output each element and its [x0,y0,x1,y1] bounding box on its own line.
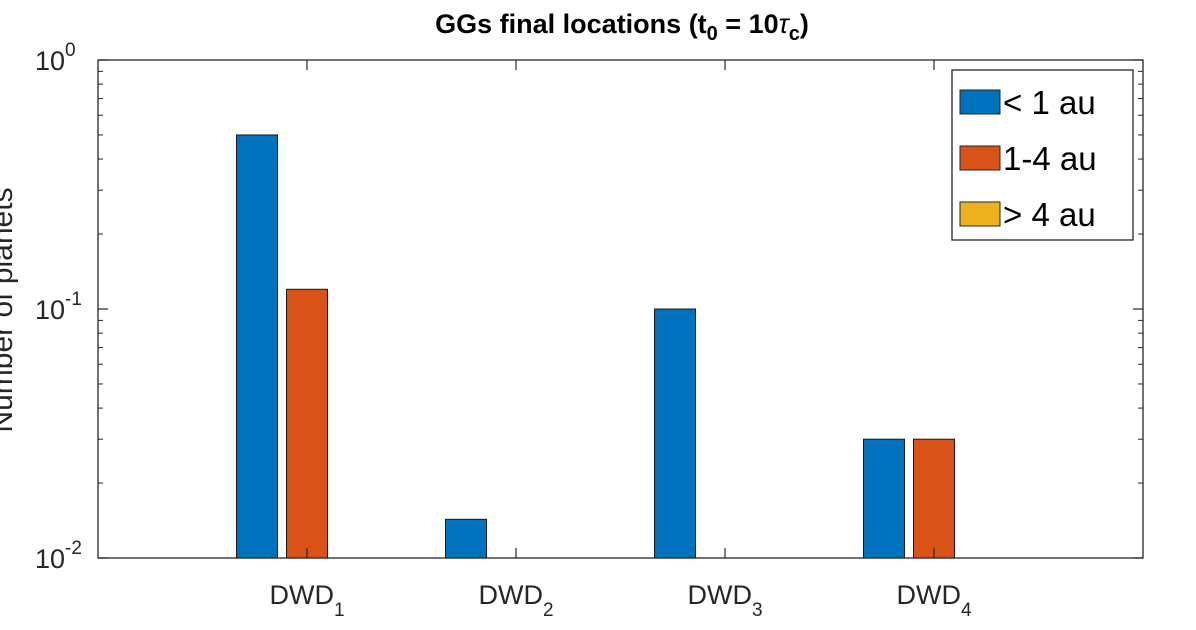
bar-series-0-cat-0 [236,134,278,559]
y-tick-label-2: 100 [35,40,76,76]
y-tick-exponent: 0 [65,40,76,61]
x-tick-label-2: DWD3 [687,580,762,621]
title-sub-0: 0 [707,23,718,45]
x-tick-base: DWD [896,580,960,610]
legend-swatch-1 [959,145,1001,171]
legend: < 1 au 1-4 au > 4 au [951,69,1134,241]
y-tick-base: 10 [35,46,65,76]
x-tick-label-3: DWD4 [896,580,971,621]
chart-title: GGs final locations (t0 = 10τc) [435,9,809,45]
x-tick-label-1: DWD2 [478,580,553,621]
y-tick-label-1: 10-1 [35,289,82,325]
bar-series-1-cat-3 [913,438,955,559]
bar-series-0-cat-3 [863,438,905,559]
legend-label-0: < 1 au [1003,84,1096,121]
x-tick-base: DWD [269,580,333,610]
x-tick-base: DWD [478,580,542,610]
x-tick-subscript: 1 [334,600,345,621]
legend-swatch-2 [959,201,1001,227]
y-axis-label: Number of planets [0,187,19,432]
x-tick-base: DWD [687,580,751,610]
title-sub-c: c [789,23,800,45]
title-tau: τ [779,9,791,39]
minor-ticks [98,70,1143,484]
legend-entry-2: > 4 au [959,196,1096,233]
legend-label-2: > 4 au [1003,196,1096,233]
y-tick-exponent: -2 [65,538,82,559]
x-tick-subscript: 3 [752,600,763,621]
x-tick-label-0: DWD1 [269,580,344,621]
title-suffix: ) [800,9,809,39]
y-tick-base: 10 [35,544,65,574]
y-tick-label-0: 10-2 [35,538,82,574]
title-middle: = 10 [718,9,779,39]
bar-series-0-cat-2 [654,308,696,559]
y-tick-exponent: -1 [65,289,82,310]
bar-series-1-cat-0 [286,288,328,559]
y-tick-base: 10 [35,295,65,325]
legend-entry-1: 1-4 au [959,140,1097,177]
x-tick-subscript: 4 [961,600,972,621]
x-tick-subscript: 2 [543,600,554,621]
legend-label-1: 1-4 au [1003,140,1097,177]
legend-entry-0: < 1 au [959,84,1096,121]
bars [236,134,955,559]
bar-series-0-cat-1 [445,518,487,559]
title-prefix: GGs final locations (t [435,9,707,39]
legend-swatch-0 [959,89,1001,115]
